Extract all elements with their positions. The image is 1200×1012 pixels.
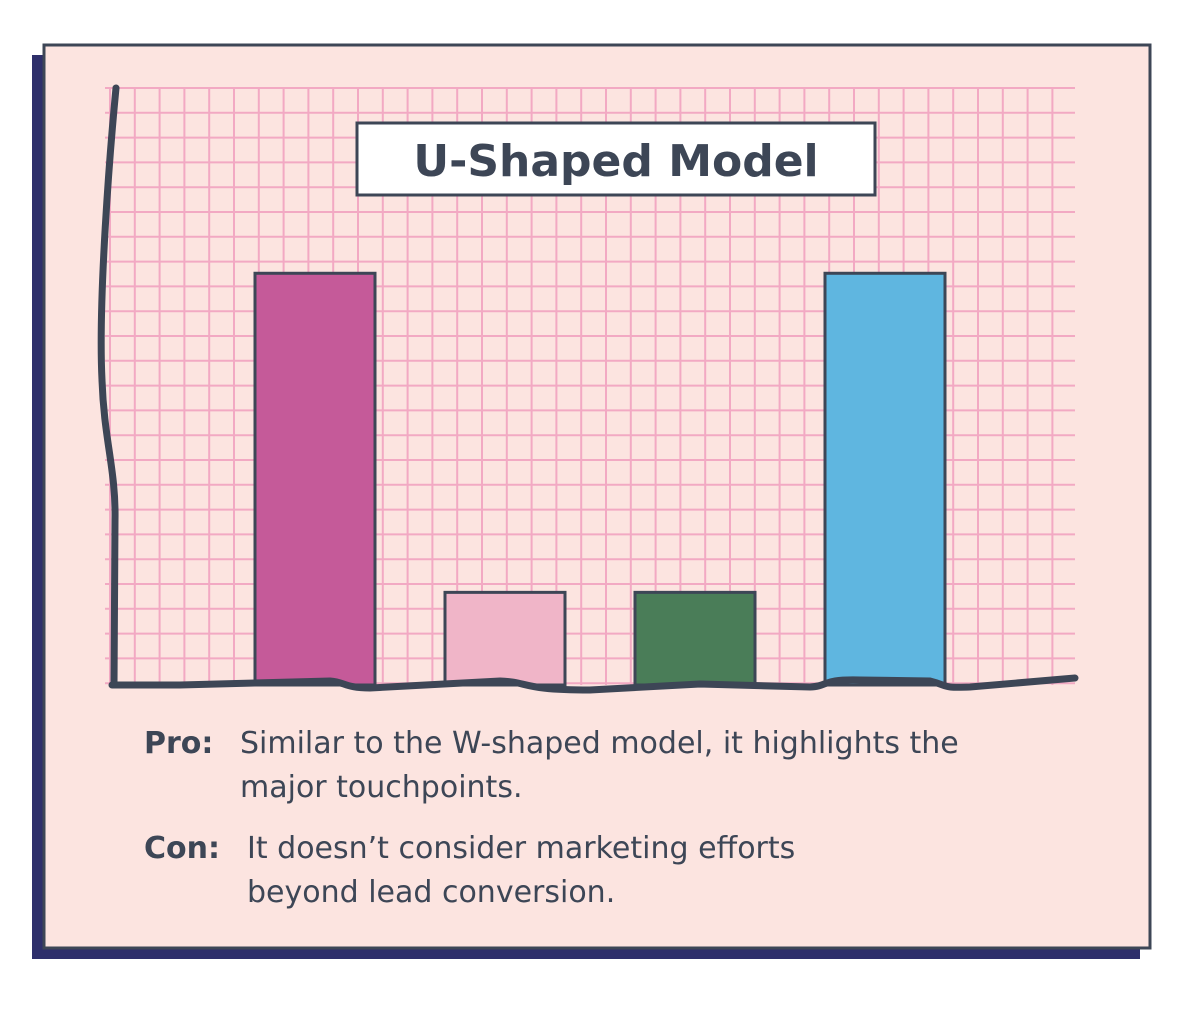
bar — [443, 590, 567, 687]
bar — [253, 271, 377, 687]
con-label: Con: — [144, 831, 220, 866]
con-text: beyond lead conversion. — [247, 875, 615, 910]
pro-label: Pro: — [144, 726, 213, 761]
bar — [633, 590, 757, 687]
title-box — [355, 121, 877, 197]
bar — [823, 271, 947, 687]
pro-text: Similar to the W-shaped model, it highli… — [240, 726, 959, 761]
bars — [253, 271, 947, 687]
pro-text: major touchpoints. — [240, 770, 522, 805]
con-text: It doesn’t consider marketing efforts — [247, 831, 795, 866]
chart-title: U-Shaped Model — [413, 136, 818, 187]
y-axis — [97, 84, 120, 689]
x-axis — [108, 674, 1079, 694]
